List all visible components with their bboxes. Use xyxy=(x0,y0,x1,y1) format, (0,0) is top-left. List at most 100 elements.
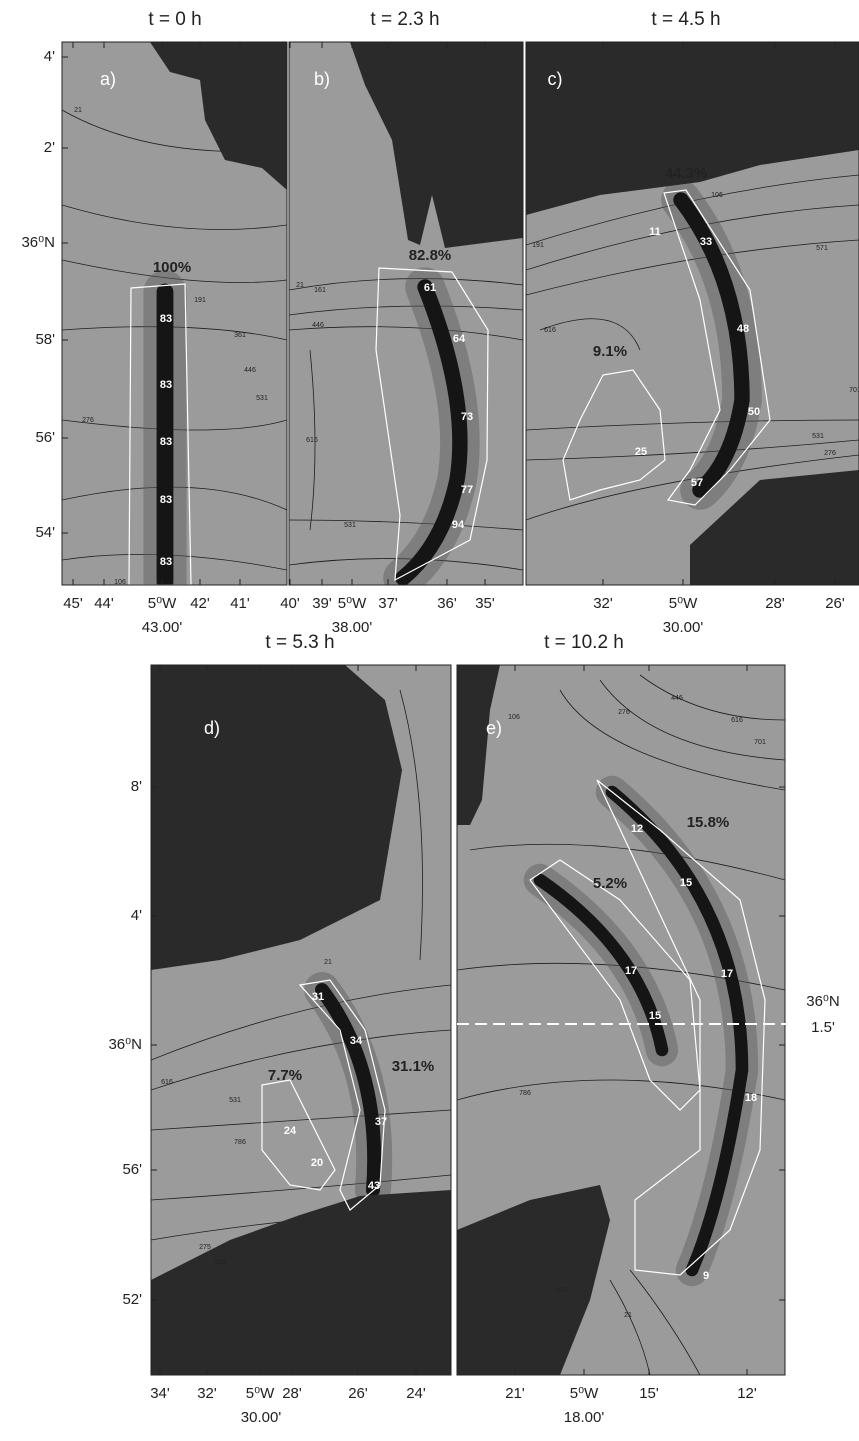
wave-box xyxy=(128,283,192,585)
contour-label: 616 xyxy=(161,1079,173,1086)
y-tick-label: 58' xyxy=(35,331,55,348)
contour-line xyxy=(539,318,641,351)
percent-label: 15.8% xyxy=(687,814,730,831)
wave-value: 18 xyxy=(745,1092,757,1104)
wave-value: 64 xyxy=(453,333,466,345)
x-tick-label: 39' xyxy=(312,595,332,612)
x-tick-label: 5⁰W xyxy=(246,1385,275,1402)
contour-label: 701 xyxy=(754,739,766,746)
contour-line xyxy=(289,305,523,316)
contour-label: 616 xyxy=(544,327,556,334)
x-center-label: 43.00' xyxy=(142,619,183,636)
contour-label: 701 xyxy=(849,387,859,394)
y-tick-label: 4' xyxy=(131,907,142,924)
wave-value: 37 xyxy=(375,1116,387,1128)
contour-label: 21 xyxy=(74,107,82,114)
panel-label: a) xyxy=(100,69,116,89)
contour-line xyxy=(289,519,523,531)
contour-line xyxy=(526,419,859,431)
contour-line xyxy=(151,984,451,1061)
x-tick-label: 24' xyxy=(406,1385,426,1402)
contour-line xyxy=(469,843,785,881)
contour-line xyxy=(151,1174,451,1201)
y-tick-label: 56' xyxy=(35,429,55,446)
wave-value: 11 xyxy=(649,226,661,238)
wave-box xyxy=(663,189,771,506)
x-tick-label: 5⁰W xyxy=(148,595,177,612)
contour-line xyxy=(559,689,785,791)
contour-label: 106 xyxy=(711,192,723,199)
y-tick-label: 56' xyxy=(122,1161,142,1178)
map-panel xyxy=(526,42,859,585)
wave-front xyxy=(315,983,382,1197)
map-panel xyxy=(289,42,523,585)
panel-time: t = 4.5 h xyxy=(651,9,720,30)
contour-line xyxy=(289,278,523,291)
contour-label: 106 xyxy=(508,714,520,721)
x-tick-label: 37' xyxy=(378,595,398,612)
land xyxy=(150,42,287,190)
x-tick-label: 26' xyxy=(825,595,845,612)
x-tick-label: 32' xyxy=(593,595,613,612)
map-panel xyxy=(457,665,785,1375)
contour-line xyxy=(526,439,859,461)
wave-front xyxy=(533,873,669,1057)
x-tick-label: 44' xyxy=(94,595,114,612)
land xyxy=(457,1185,610,1375)
panel-frame xyxy=(456,664,786,1376)
contour-label: 276 xyxy=(618,709,630,716)
x-tick-label: 15' xyxy=(639,1385,659,1402)
wave-value: 50 xyxy=(748,406,760,418)
contour-label: 786 xyxy=(234,1139,246,1146)
panel-label: e) xyxy=(486,718,502,738)
wave-value: 34 xyxy=(350,1035,363,1047)
contour-label: 531 xyxy=(344,522,356,529)
wave-value: 83 xyxy=(160,494,172,506)
x-tick-label: 26' xyxy=(348,1385,368,1402)
x-tick-label: 5⁰W xyxy=(570,1385,599,1402)
contour-label: 276 xyxy=(824,450,836,457)
panel-frame xyxy=(61,41,288,586)
wave-value: 83 xyxy=(160,436,172,448)
contour-label: 531 xyxy=(229,1097,241,1104)
y-tick-label: 36⁰N xyxy=(108,1036,142,1053)
wave-value: 43 xyxy=(368,1180,380,1192)
x-center-label: 30.00' xyxy=(663,619,704,636)
contour-line xyxy=(62,326,287,341)
x-tick-label: 32' xyxy=(197,1385,217,1402)
panel-time: t = 10.2 h xyxy=(544,632,624,653)
wave-value: 17 xyxy=(625,965,637,977)
wave-value: 83 xyxy=(160,556,172,568)
wave-value: 77 xyxy=(461,484,473,496)
wave-value: 33 xyxy=(700,236,712,248)
contour-label: 531 xyxy=(812,433,824,440)
x-tick-label: 42' xyxy=(190,595,210,612)
wave-value: 25 xyxy=(635,446,647,458)
contour-line xyxy=(151,1029,451,1091)
wave-value: 83 xyxy=(160,379,172,391)
wave-value: 57 xyxy=(691,477,703,489)
contour-label: 531 xyxy=(256,395,268,402)
wave-box xyxy=(529,859,701,1111)
wave-value: 31 xyxy=(312,991,324,1003)
panel-frame xyxy=(525,41,859,586)
contour-label: 446 xyxy=(312,322,324,329)
wave-value: 9 xyxy=(703,1270,709,1282)
panel-label: c) xyxy=(548,69,563,89)
x-tick-label: 36' xyxy=(437,595,457,612)
contour-line xyxy=(62,419,287,431)
contour-label: 616 xyxy=(731,717,743,724)
right-label: 36⁰N xyxy=(806,993,840,1010)
x-tick-label: 35' xyxy=(475,595,495,612)
contour-line xyxy=(639,674,785,721)
panel-time: t = 5.3 h xyxy=(265,632,334,653)
x-tick-label: 28' xyxy=(282,1385,302,1402)
land xyxy=(151,1190,451,1375)
contour-label: 361 xyxy=(234,332,246,339)
land xyxy=(526,42,859,215)
contour-line xyxy=(289,558,523,571)
wave-value: 17 xyxy=(721,968,733,980)
contour-line xyxy=(289,326,523,341)
right-label: 1.5' xyxy=(811,1019,835,1036)
contour-label: 446 xyxy=(671,695,683,702)
